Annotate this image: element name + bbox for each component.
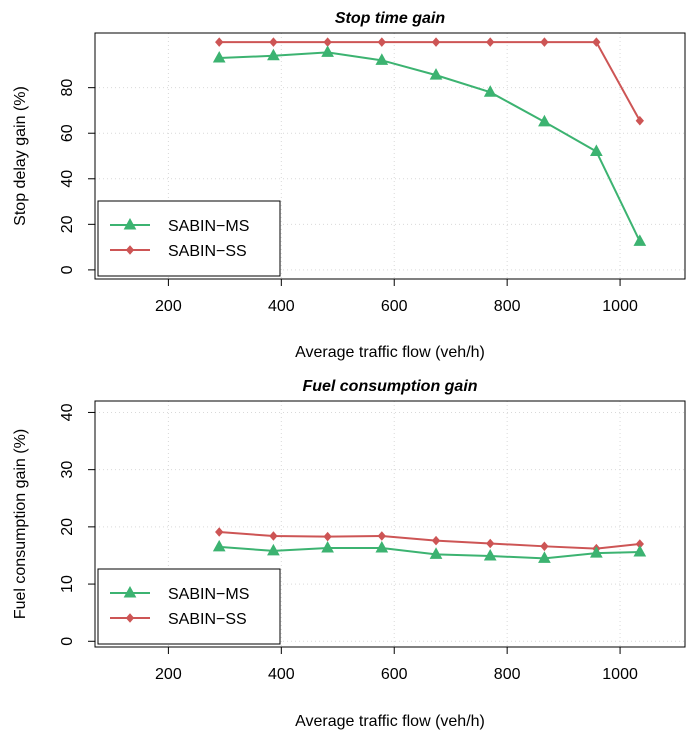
data-point: [486, 37, 495, 47]
grid-lines: [95, 33, 685, 279]
legend-marker: [125, 245, 135, 255]
data-point: [321, 45, 334, 57]
y-tick-label: 10: [59, 575, 76, 593]
chart-panel-1: 200 400 600 800 1000 0 20 40 60 80 Stop time gain A…: [12, 10, 686, 361]
data-point: [540, 37, 549, 47]
legend-marker: [123, 585, 137, 598]
data-point: [635, 115, 644, 126]
x-tick-label: 1000: [602, 666, 638, 683]
y-tick-label: 0: [59, 265, 76, 274]
data-point: [590, 546, 603, 558]
x-tick-label: 800: [494, 298, 521, 315]
x-tick-label: 200: [155, 298, 182, 315]
x-tick-label: 200: [155, 666, 182, 683]
y-tick-label: 40: [59, 170, 76, 188]
legend-marker: [125, 613, 135, 623]
data-point: [592, 37, 601, 47]
data-point: [377, 37, 386, 47]
data-point: [431, 37, 441, 47]
data-point: [269, 531, 278, 541]
chart-panel-2: 200 400 600 800 1000 0 10 20 30 40 Fuel consumptio…: [12, 378, 686, 730]
x-axis-label: Average traffic flow (veh/h): [295, 713, 485, 730]
series-2: [215, 37, 644, 126]
data-point: [323, 37, 332, 47]
y-tick-label: 30: [59, 461, 76, 479]
data-point: [633, 544, 647, 557]
data-point: [267, 543, 280, 556]
y-tick-label: 40: [59, 403, 76, 421]
legend-marker: [123, 217, 137, 230]
chart-title: Fuel consumption gain: [302, 378, 477, 395]
data-point: [212, 51, 226, 63]
y-axis: 0 20 40 60 80: [59, 79, 95, 274]
x-tick-label: 600: [381, 666, 408, 683]
data-point: [538, 551, 551, 563]
data-point: [590, 144, 603, 156]
data-point: [429, 547, 443, 559]
y-axis-label: Stop delay gain (%): [12, 86, 29, 226]
data-point: [267, 48, 280, 61]
data-point: [269, 37, 278, 47]
legend: SABIN−MS SABIN−SS: [97, 200, 281, 277]
series-1: [212, 539, 647, 563]
data-point: [323, 531, 332, 542]
x-tick-label: 800: [494, 666, 521, 683]
plot-border: [94, 400, 686, 648]
data-point: [483, 548, 497, 561]
x-tick-label: 400: [268, 666, 295, 683]
data-point: [375, 53, 389, 65]
x-axis-label: Average traffic flow (veh/h): [295, 344, 485, 361]
plot-border: [94, 32, 686, 280]
series-2: [215, 527, 644, 554]
legend-label: SABIN−SS: [168, 611, 247, 628]
data-point: [375, 540, 389, 553]
legend-label: SABIN−MS: [168, 218, 249, 235]
y-axis-label: Fuel consumption gain (%): [12, 429, 29, 619]
data-point: [540, 541, 549, 552]
y-tick-label: 20: [59, 518, 76, 536]
legend-label: SABIN−SS: [168, 243, 247, 260]
data-point: [377, 531, 386, 541]
legend-box: [97, 200, 281, 277]
y-axis: 0 10 20 30 40: [59, 403, 95, 646]
x-axis: 200 400 600 800 1000: [155, 647, 638, 683]
data-point: [215, 37, 224, 47]
series-line: [219, 41, 641, 122]
y-tick-label: 60: [59, 124, 76, 142]
data-point: [538, 114, 551, 127]
data-point: [633, 234, 647, 246]
x-tick-label: 400: [268, 298, 295, 315]
legend-label: SABIN−MS: [168, 586, 249, 603]
legend: SABIN−MS SABIN−SS: [97, 568, 281, 645]
data-point: [212, 539, 226, 552]
series-1: [212, 45, 647, 246]
data-point: [215, 527, 224, 537]
x-axis: 200 400 600 800 1000: [155, 279, 638, 315]
data-point: [486, 538, 495, 549]
x-tick-label: 1000: [602, 298, 638, 315]
x-tick-label: 600: [381, 298, 408, 315]
y-tick-label: 80: [59, 79, 76, 97]
data-point: [431, 535, 441, 546]
legend-box: [97, 568, 281, 645]
series-line: [219, 531, 640, 550]
data-point: [483, 85, 497, 97]
chart-title: Stop time gain: [335, 10, 445, 27]
y-tick-label: 20: [59, 215, 76, 233]
data-point: [321, 540, 334, 553]
y-tick-label: 0: [59, 637, 76, 646]
series-line: [219, 51, 641, 242]
data-point: [429, 68, 443, 80]
